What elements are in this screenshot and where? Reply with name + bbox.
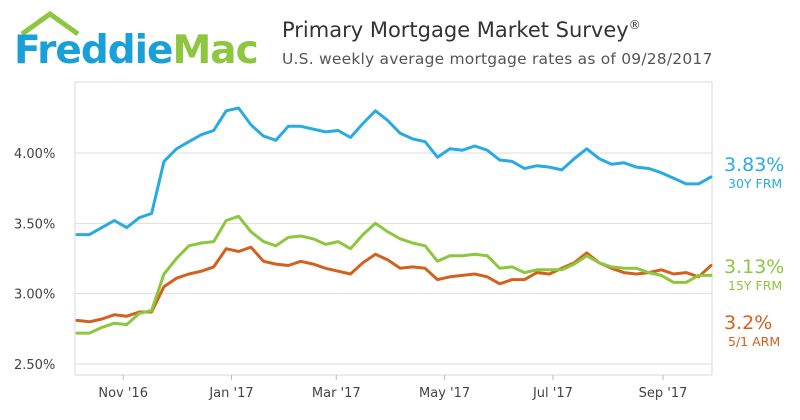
- chart-title: Primary Mortgage Market Survey®: [282, 18, 641, 42]
- x-tick-label: Nov '16: [98, 386, 148, 401]
- series-end-labels: 3.83%30Y FRM 3.13%15Y FRM 3.2%5/1 ARM: [724, 154, 784, 349]
- chart-subtitle: U.S. weekly average mortgage rates as of…: [282, 50, 713, 68]
- x-axis-ticks: Nov '16 Jan '17 Mar '17 May '17 Jul '17 Sep '…: [98, 375, 687, 401]
- logo-wordmark: FreddieMac: [14, 28, 259, 73]
- y-tick-label: 3.00%: [14, 288, 55, 303]
- series-line-0: [75, 106, 713, 237]
- x-tick-label: May '17: [419, 386, 470, 401]
- series-end-name: 5/1 ARM: [728, 334, 780, 349]
- series-end-value: 3.13%: [724, 256, 784, 278]
- x-tick-label: Mar '17: [312, 386, 361, 401]
- series-end-name: 15Y FRM: [728, 278, 782, 293]
- x-tick-label: Sep '17: [639, 386, 688, 401]
- series-end-name: 30Y FRM: [728, 176, 782, 191]
- chart-title-text: Primary Mortgage Market Survey: [282, 18, 629, 42]
- grid-layer: [74, 81, 713, 376]
- logo-part-mac: Mac: [172, 28, 258, 73]
- series-end-value: 3.83%: [724, 154, 784, 176]
- y-tick-label: 3.50%: [14, 217, 55, 232]
- house-roof-icon: [20, 10, 80, 36]
- y-tick-label: 2.50%: [14, 358, 55, 373]
- logo-part-freddie: Freddie: [14, 28, 173, 73]
- series-layer: [75, 106, 713, 335]
- registered-mark: ®: [628, 18, 641, 32]
- series-line-2: [75, 245, 713, 324]
- x-tick-label: Jul '17: [532, 386, 573, 401]
- y-tick-label: 4.00%: [14, 147, 55, 162]
- y-axis-ticks: 2.50% 3.00% 3.50% 4.00%: [14, 147, 55, 373]
- series-end-value: 3.2%: [724, 312, 772, 334]
- x-tick-label: Jan '17: [208, 386, 253, 401]
- freddie-mac-logo: FreddieMac: [14, 10, 264, 76]
- series-line-1: [75, 214, 713, 335]
